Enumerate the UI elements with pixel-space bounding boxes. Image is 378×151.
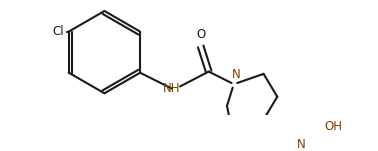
Text: O: O — [196, 28, 205, 41]
Text: N: N — [297, 138, 305, 151]
Text: NH: NH — [163, 82, 181, 95]
Text: Cl: Cl — [53, 25, 64, 38]
Text: N: N — [232, 68, 241, 81]
Text: OH: OH — [324, 120, 342, 133]
